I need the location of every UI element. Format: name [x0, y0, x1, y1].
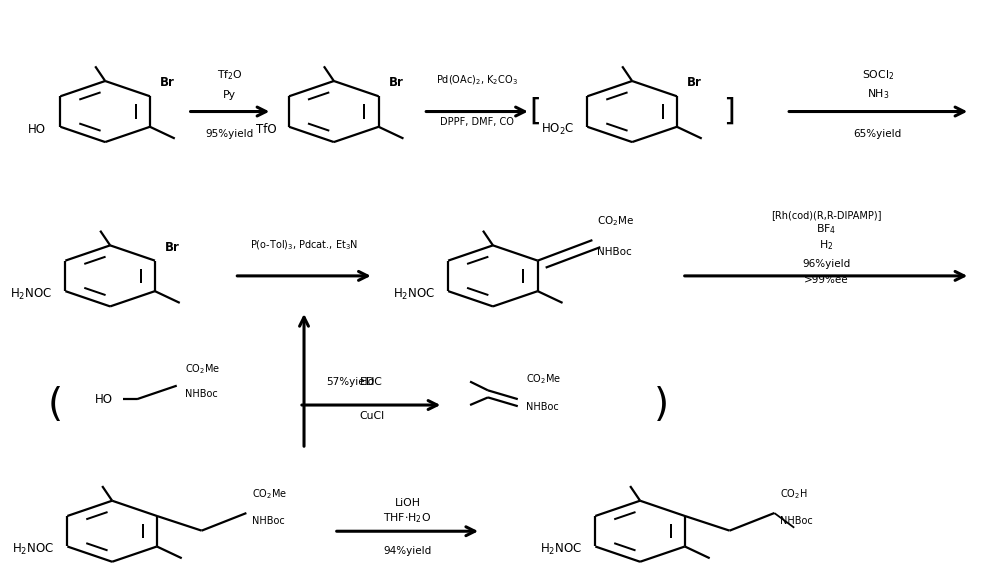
Text: NH$_3$: NH$_3$ [867, 87, 889, 101]
Text: ]: ] [723, 97, 735, 126]
Text: DPPF, DMF, CO: DPPF, DMF, CO [440, 117, 514, 127]
Text: HO: HO [27, 123, 45, 136]
Text: CO$_2$Me: CO$_2$Me [597, 214, 635, 228]
Text: THF$\cdot$H$_2$O: THF$\cdot$H$_2$O [383, 511, 431, 525]
Text: CuCl: CuCl [359, 411, 384, 421]
Text: CO$_2$Me: CO$_2$Me [526, 372, 561, 386]
Text: H$_2$NOC: H$_2$NOC [12, 542, 54, 557]
Text: 57%yield: 57%yield [326, 376, 374, 387]
Text: TfO: TfO [256, 123, 276, 136]
Text: CO$_2$Me: CO$_2$Me [185, 362, 220, 376]
Text: Br: Br [687, 76, 702, 89]
Text: NHBoc: NHBoc [780, 516, 813, 526]
Text: NHBoc: NHBoc [185, 389, 217, 399]
Text: CO$_2$H: CO$_2$H [780, 487, 808, 501]
Text: NHBoc: NHBoc [526, 402, 558, 411]
Text: H$_2$NOC: H$_2$NOC [393, 286, 435, 302]
Text: Tf$_2$O: Tf$_2$O [217, 68, 242, 82]
Text: [Rh(cod)(R,R-DIPAMP)]: [Rh(cod)(R,R-DIPAMP)] [771, 210, 881, 220]
Text: H$_2$NOC: H$_2$NOC [10, 286, 52, 302]
Text: HO: HO [95, 393, 113, 406]
Text: 94%yield: 94%yield [383, 546, 432, 556]
Text: (: ( [48, 386, 63, 424]
Text: BF$_4$: BF$_4$ [816, 222, 836, 236]
Text: SOCl$_2$: SOCl$_2$ [862, 68, 894, 82]
Text: Br: Br [389, 76, 403, 89]
Text: 96%yield: 96%yield [802, 259, 850, 269]
Text: Br: Br [160, 76, 175, 89]
Text: LiOH: LiOH [394, 498, 420, 508]
Text: EDC: EDC [360, 377, 383, 387]
Text: NHBoc: NHBoc [597, 247, 632, 257]
Text: H$_2$NOC: H$_2$NOC [540, 542, 582, 557]
Text: HO$_2$C: HO$_2$C [541, 122, 574, 137]
Text: >99%ee: >99%ee [804, 275, 848, 285]
Text: ): ) [654, 386, 670, 424]
Text: H$_2$: H$_2$ [819, 238, 833, 252]
Text: Py: Py [223, 90, 236, 100]
Text: NHBoc: NHBoc [252, 516, 285, 526]
Text: Pd(OAc)$_2$, K$_2$CO$_3$: Pd(OAc)$_2$, K$_2$CO$_3$ [436, 73, 518, 87]
Text: [: [ [530, 97, 542, 126]
Text: P(o-Tol)$_3$, Pdcat., Et$_3$N: P(o-Tol)$_3$, Pdcat., Et$_3$N [250, 239, 358, 252]
Text: 65%yield: 65%yield [854, 129, 902, 139]
Text: Br: Br [165, 241, 180, 254]
Text: 95%yield: 95%yield [205, 129, 254, 139]
Text: CO$_2$Me: CO$_2$Me [252, 487, 287, 501]
